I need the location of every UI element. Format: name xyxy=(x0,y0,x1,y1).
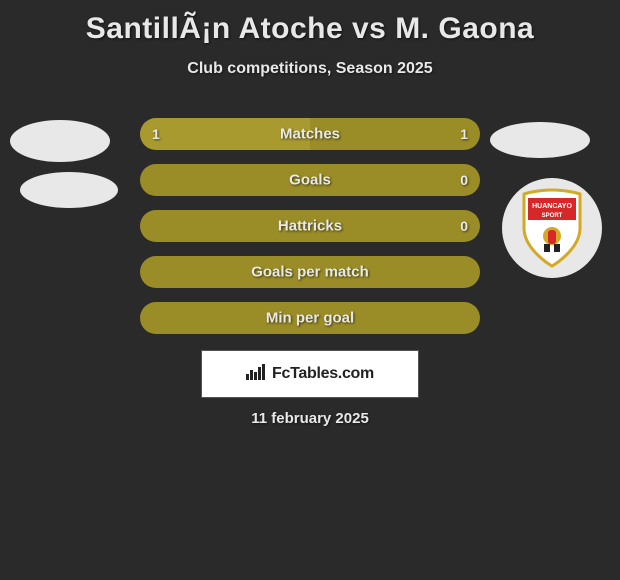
stat-row: Hattricks0 xyxy=(140,210,480,242)
svg-text:SPORT: SPORT xyxy=(542,213,563,219)
stat-row: Goals0 xyxy=(140,164,480,196)
stat-row: Min per goal xyxy=(140,302,480,334)
player-right-crest: HUANCAYO SPORT xyxy=(502,178,602,278)
watermark-text: FcTables.com xyxy=(272,365,374,383)
date-text: 11 february 2025 xyxy=(0,410,620,427)
bar-chart-icon xyxy=(246,364,266,385)
stat-label: Hattricks xyxy=(140,218,480,235)
huancayo-crest-icon: HUANCAYO SPORT xyxy=(518,188,586,268)
comparison-subtitle: Club competitions, Season 2025 xyxy=(0,60,620,78)
svg-text:HUANCAYO: HUANCAYO xyxy=(532,203,572,210)
stat-rows: Matches11Goals0Hattricks0Goals per match… xyxy=(140,118,480,348)
comparison-title: SantillÃ¡n Atoche vs M. Gaona xyxy=(0,0,620,46)
stat-row: Goals per match xyxy=(140,256,480,288)
stat-label: Min per goal xyxy=(140,310,480,327)
stat-value-right: 0 xyxy=(460,218,468,234)
stat-value-left: 1 xyxy=(152,126,160,142)
player-left-badge-2 xyxy=(20,172,118,208)
stat-label: Goals per match xyxy=(140,264,480,281)
player-left-badge-1 xyxy=(10,120,110,162)
player-right-badge-1 xyxy=(490,122,590,158)
stat-value-right: 0 xyxy=(460,172,468,188)
stat-value-right: 1 xyxy=(460,126,468,142)
watermark-box: FcTables.com xyxy=(201,350,419,398)
stat-label: Matches xyxy=(140,126,480,143)
stat-row: Matches1 1 xyxy=(140,118,480,150)
stat-label: Goals xyxy=(140,172,480,189)
